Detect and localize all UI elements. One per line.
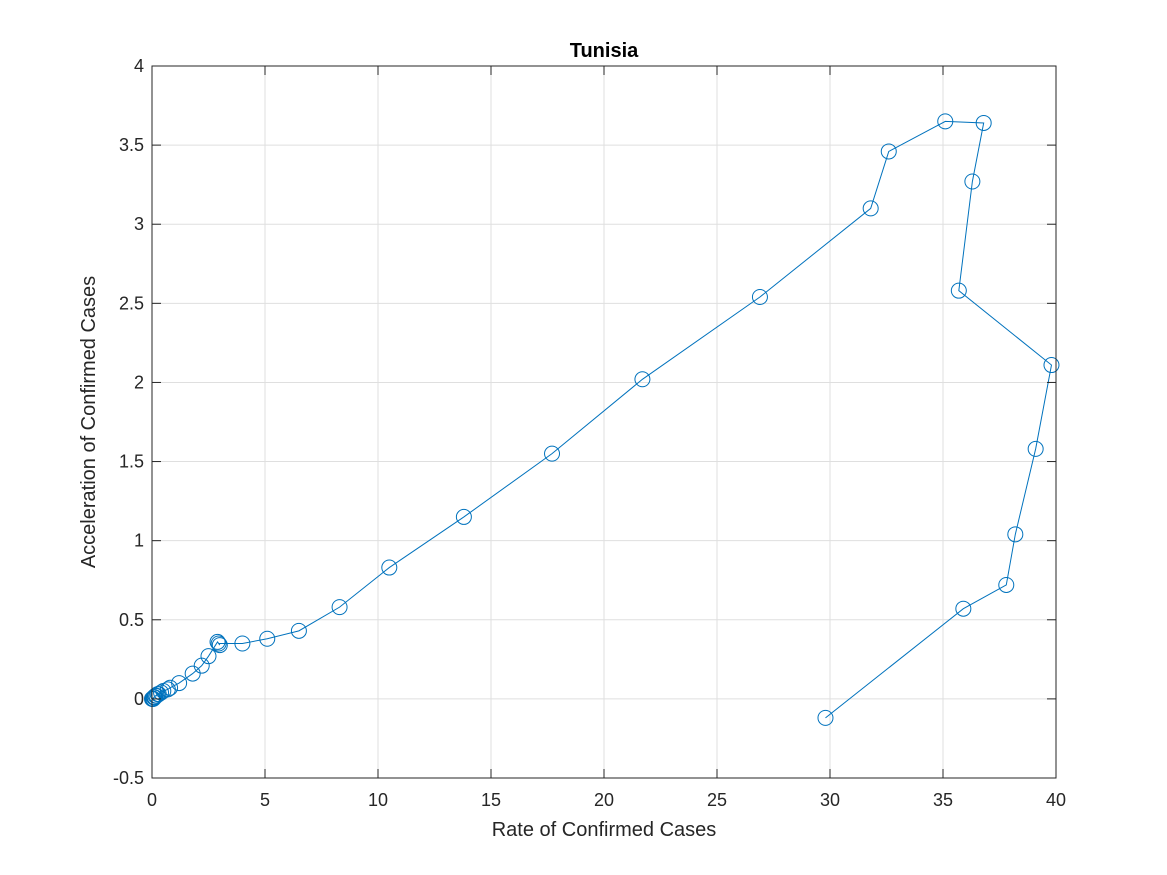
data-point: [955, 600, 972, 617]
data-point: [290, 622, 307, 639]
x-tick-label: 10: [368, 790, 388, 810]
y-axis-label: Acceleration of Confirmed Cases: [78, 276, 100, 568]
chart-title: Tunisia: [570, 40, 639, 62]
x-tick-label: 30: [820, 790, 840, 810]
y-tick-label: 1.5: [119, 452, 144, 472]
y-tick-label: 0.5: [119, 610, 144, 630]
data-point: [200, 648, 217, 665]
plot-area: 0 5 10 15 20 25 30 35 40-0.500.511.522.533.54: [113, 56, 1066, 810]
ticks: 0 5 10 15 20 25 30 35 40-0.500.511.522.533.54: [113, 56, 1066, 810]
series-line: [152, 120, 1053, 719]
data-point: [234, 635, 251, 652]
data-point: [817, 709, 834, 726]
data-point: [210, 635, 227, 652]
y-tick-label: 0: [134, 689, 144, 709]
data-point: [146, 689, 163, 706]
data-point: [211, 637, 228, 654]
data-point: [1043, 357, 1060, 374]
x-axis-label: Rate of Confirmed Cases: [492, 819, 717, 841]
data-point: [880, 143, 897, 160]
x-tick-label: 5: [260, 790, 270, 810]
y-tick-label: 2: [134, 372, 144, 392]
data-point: [331, 599, 348, 616]
y-tick-label: 2.5: [119, 293, 144, 313]
data-point: [1027, 440, 1044, 457]
y-tick-label: 3: [134, 214, 144, 234]
x-tick-label: 20: [594, 790, 614, 810]
data-point: [862, 200, 879, 217]
data-point: [975, 114, 992, 131]
y-tick-label: 3.5: [119, 135, 144, 155]
data-point: [634, 371, 651, 388]
x-tick-label: 15: [481, 790, 501, 810]
data-point: [751, 289, 768, 305]
data-point: [937, 113, 954, 130]
data-point: [964, 173, 981, 190]
data-point: [162, 679, 179, 696]
data-point: [544, 445, 561, 462]
data-point: [950, 282, 967, 299]
data-point: [381, 559, 398, 576]
x-tick-label: 35: [933, 790, 953, 810]
data-point: [171, 675, 188, 692]
x-tick-label: 40: [1046, 790, 1066, 810]
y-tick-label: 1: [134, 531, 144, 551]
x-tick-label: 0: [147, 790, 157, 810]
data-point: [153, 684, 170, 701]
data-point: [455, 508, 472, 525]
y-tick-label: 4: [134, 56, 144, 76]
y-tick-label: -0.5: [113, 768, 144, 788]
data-point: [259, 630, 276, 647]
x-tick-label: 25: [707, 790, 727, 810]
data-point: [184, 665, 201, 682]
data-point: [998, 576, 1015, 593]
series-layer: [144, 113, 1060, 726]
data-point: [209, 633, 226, 650]
data-point: [1007, 526, 1024, 543]
